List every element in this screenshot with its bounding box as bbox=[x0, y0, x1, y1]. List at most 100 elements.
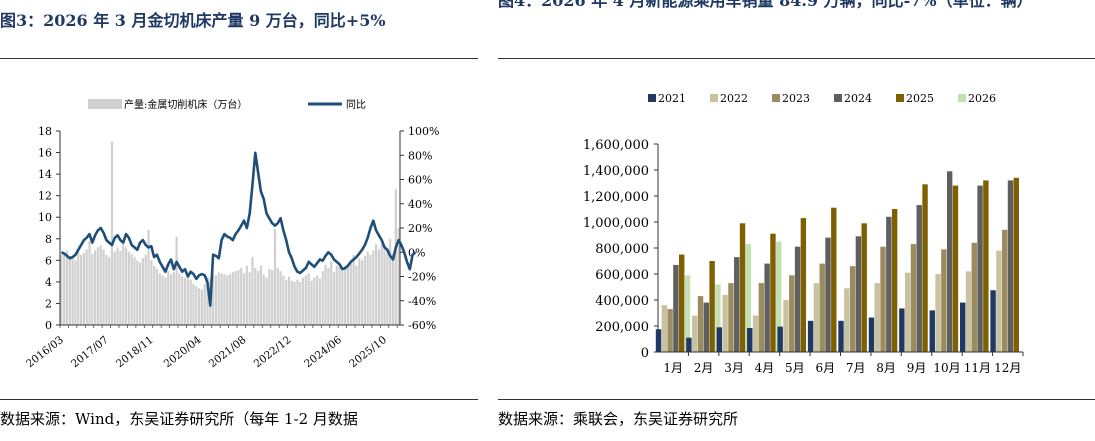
bar-production bbox=[206, 276, 209, 325]
bar-2021 bbox=[868, 317, 875, 352]
bar-production bbox=[68, 256, 71, 325]
legend-swatch-production bbox=[88, 99, 122, 109]
bar-2021 bbox=[807, 320, 814, 352]
x-tick-label: 2021/08 bbox=[207, 334, 249, 370]
x-tick-label: 2024/06 bbox=[302, 334, 344, 371]
bar-production bbox=[383, 246, 386, 325]
bar-production bbox=[102, 249, 105, 325]
legend-label-2021: 2021 bbox=[658, 92, 686, 105]
figure-3-source: 数据来源：Wind，东吴证券研究所（每年 1-2 月数据 bbox=[0, 410, 358, 428]
bar-production bbox=[355, 265, 358, 325]
bar-2023 bbox=[728, 283, 734, 352]
bar-2022 bbox=[783, 300, 789, 352]
bar-production bbox=[251, 257, 254, 325]
x-tick-label: 8月 bbox=[876, 361, 896, 375]
right-y-tick-label: 80% bbox=[408, 149, 432, 162]
left-y-tick-label: 16 bbox=[38, 147, 52, 160]
bar-2025 bbox=[831, 207, 837, 352]
bar-production bbox=[245, 265, 248, 325]
right-y-tick-label: -60% bbox=[408, 319, 436, 332]
bar-production bbox=[88, 240, 91, 325]
bar-production bbox=[375, 244, 378, 325]
bar-production bbox=[77, 251, 80, 325]
bar-production bbox=[119, 250, 122, 325]
bar-production bbox=[164, 277, 167, 325]
bar-2022 bbox=[752, 315, 759, 352]
left-y-tick-label: 2 bbox=[45, 297, 52, 310]
legend-swatch-2022 bbox=[710, 94, 718, 102]
bar-production bbox=[262, 274, 265, 325]
bar-production bbox=[301, 277, 305, 325]
bar-production bbox=[167, 271, 170, 325]
right-y-tick-label: 0% bbox=[408, 246, 425, 259]
x-tick-label: 2025/10 bbox=[347, 334, 389, 370]
right-y-tick-label: 20% bbox=[408, 222, 432, 235]
bar-production bbox=[389, 238, 392, 325]
bar-2026 bbox=[745, 244, 752, 352]
bar-production bbox=[296, 279, 299, 325]
bar-production bbox=[91, 253, 94, 325]
bar-2025 bbox=[891, 209, 898, 352]
figure-4-top-rule bbox=[498, 58, 1095, 59]
bar-2025 bbox=[861, 223, 867, 352]
bar-2025 bbox=[952, 185, 959, 352]
bar-production bbox=[304, 275, 307, 325]
x-tick-label: 6月 bbox=[815, 361, 835, 375]
bar-2021 bbox=[990, 290, 996, 352]
bar-2023 bbox=[880, 246, 886, 352]
y-tick-label: 800,000 bbox=[595, 242, 649, 257]
bar-production bbox=[108, 257, 111, 325]
bar-production bbox=[254, 267, 257, 325]
bar-production bbox=[242, 273, 246, 325]
bar-production bbox=[74, 260, 77, 325]
figure-4-source: 数据来源：乘联会，东吴证券研究所 bbox=[498, 410, 739, 428]
bar-production bbox=[276, 267, 279, 325]
x-tick-label: 2017/07 bbox=[69, 334, 111, 370]
bar-production bbox=[60, 254, 63, 325]
bar-2024 bbox=[886, 216, 892, 352]
bar-2025 bbox=[679, 254, 685, 352]
bar-production bbox=[220, 273, 223, 325]
right-y-tick-label: -20% bbox=[408, 271, 436, 284]
x-tick-label: 9月 bbox=[907, 361, 927, 375]
bar-production bbox=[386, 249, 389, 325]
x-tick-label: 2020/04 bbox=[162, 334, 204, 371]
bar-production bbox=[85, 249, 88, 325]
x-tick-label: 2016/03 bbox=[24, 334, 66, 370]
left-y-tick-label: 0 bbox=[45, 319, 52, 332]
bar-production bbox=[324, 264, 327, 325]
bar-2022 bbox=[874, 283, 880, 352]
bar-production bbox=[363, 256, 366, 325]
bar-production bbox=[186, 278, 189, 325]
bar-production bbox=[268, 268, 271, 325]
x-tick-label: 2018/11 bbox=[114, 334, 156, 370]
bar-production bbox=[259, 265, 263, 325]
bar-production bbox=[172, 272, 175, 325]
bar-2025 bbox=[983, 180, 989, 352]
bar-production bbox=[366, 251, 369, 325]
bar-2022 bbox=[935, 274, 941, 352]
bar-2022 bbox=[722, 294, 728, 352]
y-tick-label: 1,400,000 bbox=[583, 164, 649, 179]
bar-production bbox=[155, 268, 159, 325]
bar-production bbox=[79, 254, 83, 325]
bar-2024 bbox=[1007, 180, 1014, 352]
bar-production bbox=[99, 245, 102, 325]
x-tick-label: 7月 bbox=[846, 361, 866, 375]
bar-2023 bbox=[971, 242, 977, 352]
legend-label-production: 产量:金属切削机床（万台） bbox=[124, 98, 247, 111]
bar-2024 bbox=[855, 236, 862, 352]
x-tick-label: 10月 bbox=[933, 361, 960, 375]
bar-2021 bbox=[838, 320, 844, 352]
y-tick-label: 1,000,000 bbox=[583, 216, 649, 231]
bar-2026 bbox=[684, 275, 691, 352]
y-tick-label: 200,000 bbox=[595, 320, 649, 335]
bar-production bbox=[158, 273, 161, 325]
legend-swatch-2024 bbox=[834, 94, 842, 102]
legend-swatch-2023 bbox=[772, 94, 780, 102]
bar-2022 bbox=[904, 272, 911, 352]
bar-2023 bbox=[667, 309, 673, 352]
bar-production bbox=[175, 236, 178, 325]
bar-production bbox=[226, 275, 229, 325]
y-tick-label: 400,000 bbox=[595, 294, 649, 309]
